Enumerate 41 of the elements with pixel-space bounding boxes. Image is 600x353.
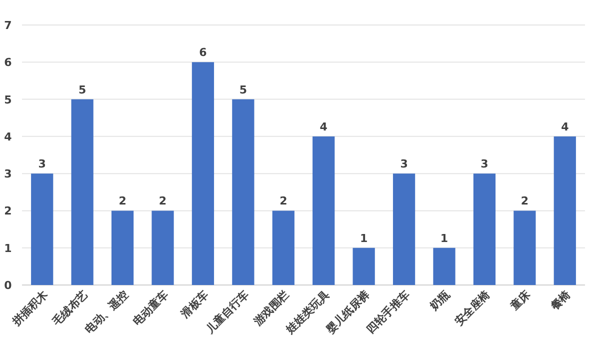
bar (514, 210, 536, 285)
data-label: 6 (199, 46, 208, 60)
data-label: 2 (280, 194, 288, 208)
data-label: 5 (78, 83, 86, 96)
data-label: 2 (520, 194, 529, 208)
x-tick-label: 奶瓶 (426, 288, 452, 314)
bar (111, 210, 134, 285)
data-label: 1 (360, 232, 368, 245)
bar (352, 248, 375, 285)
bar (31, 174, 54, 285)
bar (192, 62, 214, 285)
y-tick-label: 3 (4, 168, 12, 181)
bar (71, 99, 94, 285)
y-tick-label: 7 (4, 19, 12, 32)
bar (554, 136, 576, 285)
bar (232, 99, 254, 285)
bar (473, 174, 496, 285)
y-tick-label: 5 (4, 93, 12, 106)
data-label: 1 (440, 232, 448, 245)
data-label: 2 (118, 194, 126, 208)
data-label: 3 (400, 158, 408, 171)
data-label: 4 (320, 120, 328, 134)
x-tick-label: 安全座椅 (452, 288, 493, 328)
data-label: 5 (239, 83, 248, 96)
x-tick-label: 童床 (507, 287, 534, 314)
data-label: 2 (158, 194, 167, 208)
bar (392, 174, 416, 285)
data-label: 4 (561, 120, 570, 134)
x-tick-label: 餐椅 (548, 288, 574, 314)
bar (152, 210, 174, 285)
y-tick-label: 1 (4, 242, 12, 255)
data-label: 3 (38, 158, 46, 171)
bar (272, 210, 294, 285)
bar (312, 136, 335, 285)
bar (433, 248, 456, 285)
x-tick-label: 电动童车 (130, 288, 171, 328)
y-tick-label: 4 (4, 130, 12, 144)
data-label: 3 (480, 158, 488, 171)
x-tick-label: 滑板车 (178, 288, 212, 322)
y-tick-label: 6 (4, 56, 12, 70)
y-tick-label: 2 (4, 204, 12, 218)
